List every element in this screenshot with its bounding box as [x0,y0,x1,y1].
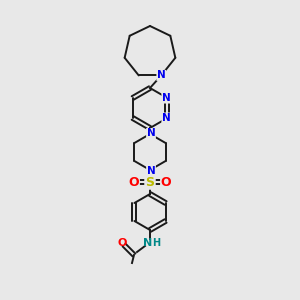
Text: N: N [162,93,171,103]
Text: N: N [143,238,153,248]
Text: O: O [161,176,171,188]
Text: O: O [129,176,139,188]
Text: S: S [146,176,154,188]
Text: N: N [162,113,171,123]
Text: N: N [147,128,155,139]
Text: H: H [152,238,160,248]
Text: N: N [147,166,155,176]
Text: N: N [157,70,166,80]
Text: O: O [117,238,127,248]
